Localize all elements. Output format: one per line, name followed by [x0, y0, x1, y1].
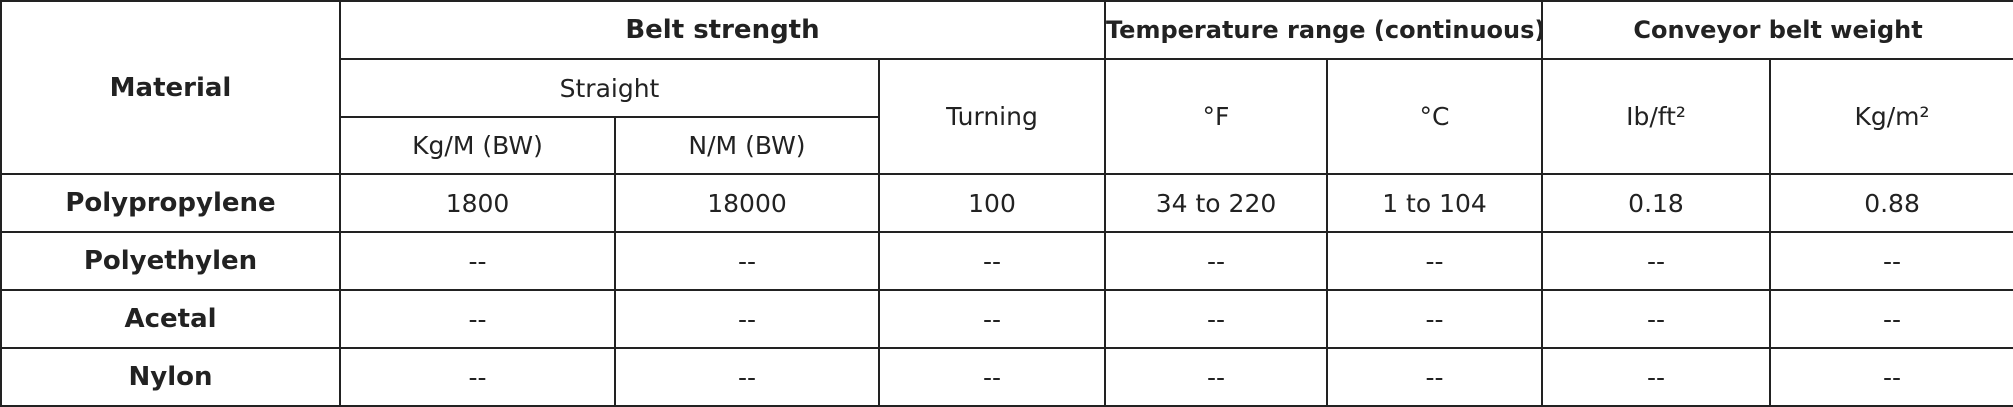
value-cell: 18000 — [614, 173, 880, 233]
header-cell: °C — [1325, 58, 1544, 175]
value-cell: 1 to 104 — [1325, 173, 1544, 233]
value-cell: -- — [339, 231, 616, 291]
value-cell: 0.88 — [1769, 173, 2013, 233]
value-cell: -- — [1104, 289, 1328, 349]
header-cell: °F — [1104, 58, 1328, 175]
material-cell: Nylon — [0, 347, 341, 407]
value-cell: -- — [614, 231, 880, 291]
value-cell: -- — [614, 347, 880, 407]
header-cell: Material — [0, 0, 341, 175]
table-body: Polypropylene 1800 18000 100 34 to 220 1 to 1… — [0, 173, 2013, 407]
value-cell: -- — [878, 231, 1106, 291]
table-row: Nylon -- -- -- -- -- -- -- — [0, 347, 2013, 407]
value-cell: -- — [878, 347, 1106, 407]
value-cell: -- — [1541, 289, 1772, 349]
value-cell: 0.18 — [1541, 173, 1772, 233]
header-cell: Straight — [339, 58, 880, 118]
table-row: Polypropylene 1800 18000 100 34 to 220 1 to 1… — [0, 173, 2013, 233]
value-cell: -- — [339, 347, 616, 407]
material-cell: Polypropylene — [0, 173, 341, 233]
header-cell: Turning — [878, 58, 1106, 175]
material-cell: Acetal — [0, 289, 341, 349]
value-cell: -- — [1769, 347, 2013, 407]
value-cell: 1800 — [339, 173, 616, 233]
value-cell: 100 — [878, 173, 1106, 233]
header-cell: Temperature range (continuous) — [1103, 0, 1544, 60]
header-cell: Kg/M (BW) — [339, 116, 616, 175]
value-cell: -- — [1325, 231, 1544, 291]
header-cell: N/M (BW) — [614, 116, 880, 175]
value-cell: -- — [1104, 347, 1328, 407]
value-cell: -- — [1104, 231, 1328, 291]
material-cell: Polyethylen — [0, 231, 341, 291]
header-cell: Conveyor belt weight — [1541, 0, 2013, 60]
value-cell: -- — [1541, 347, 1772, 407]
value-cell: -- — [1541, 231, 1772, 291]
value-cell: -- — [614, 289, 880, 349]
value-cell: -- — [339, 289, 616, 349]
value-cell: -- — [1769, 231, 2013, 291]
value-cell: 34 to 220 — [1104, 173, 1328, 233]
table-row: Polyethylen -- -- -- -- -- -- -- — [0, 231, 2013, 291]
table-header: Material Belt strength Temperature range… — [0, 0, 2013, 175]
table-row: Acetal -- -- -- -- -- -- -- — [0, 289, 2013, 349]
value-cell: -- — [1325, 347, 1544, 407]
value-cell: -- — [1769, 289, 2013, 349]
value-cell: -- — [878, 289, 1106, 349]
header-cell: Ib/ft² — [1541, 58, 1772, 175]
header-cell: Belt strength — [339, 0, 1106, 60]
header-cell: Kg/m² — [1769, 58, 2013, 175]
value-cell: -- — [1325, 289, 1544, 349]
